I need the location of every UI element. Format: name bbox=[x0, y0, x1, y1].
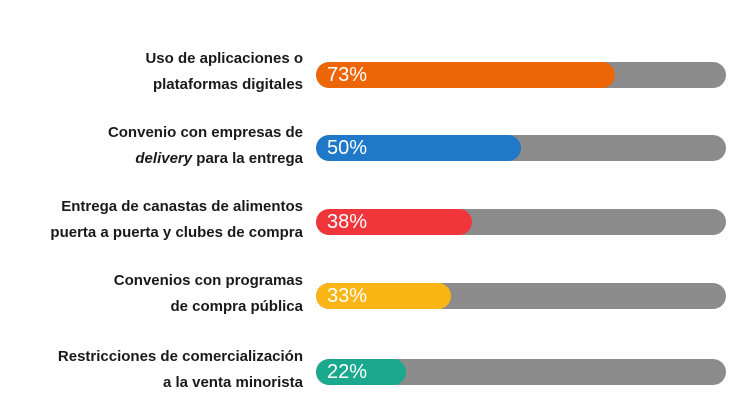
bar-fill bbox=[316, 283, 451, 309]
category-label-line1: Convenios con programas bbox=[113, 272, 303, 289]
bar-value-label: 33% bbox=[327, 285, 368, 307]
category-label-line1: Uso de aplicaciones o bbox=[145, 50, 303, 67]
bar-value-label: 38% bbox=[327, 211, 368, 233]
category-label-line2: puerta a puerta y clubes de compra bbox=[50, 224, 303, 241]
bar-value-label: 73% bbox=[327, 64, 368, 86]
bar-fill bbox=[316, 359, 406, 385]
bar-fill bbox=[316, 135, 521, 161]
bar-fill bbox=[316, 62, 615, 88]
category-label-line1: Convenio con empresas de bbox=[107, 124, 303, 141]
category-label-line2: plataformas digitales bbox=[152, 76, 303, 93]
category-label: Uso de aplicaciones o plataformas digital… bbox=[3, 46, 303, 98]
bar-value-label: 22% bbox=[327, 361, 368, 383]
category-label: Convenio con empresas de delivery para la… bbox=[3, 120, 303, 172]
category-label: Convenios con programas de compra pública bbox=[3, 268, 303, 320]
category-label-line2: a la venta minorista bbox=[162, 374, 303, 391]
category-label-emphasis: delivery bbox=[135, 150, 193, 167]
category-label-line1: Entrega de canastas de alimentos bbox=[61, 198, 303, 215]
category-label: Entrega de canastas de alimentos puerta a… bbox=[3, 194, 303, 246]
category-label-rest: para la entrega bbox=[192, 150, 303, 167]
bar-track: 33% bbox=[316, 283, 726, 309]
bar-track: 38% bbox=[316, 209, 726, 235]
bar-fill bbox=[316, 209, 472, 235]
bar-value-label: 50% bbox=[327, 137, 368, 159]
category-label-line1: Restricciones de comercialización bbox=[57, 348, 303, 365]
category-label-line2: delivery para la entrega bbox=[3, 146, 303, 172]
category-label-line2: de compra pública bbox=[170, 298, 303, 315]
bar-track: 22% bbox=[316, 359, 726, 385]
bar-track: 50% bbox=[316, 135, 726, 161]
category-label: Restricciones de comercialización a la ve… bbox=[3, 344, 303, 396]
bar-track: 73% bbox=[316, 62, 726, 88]
